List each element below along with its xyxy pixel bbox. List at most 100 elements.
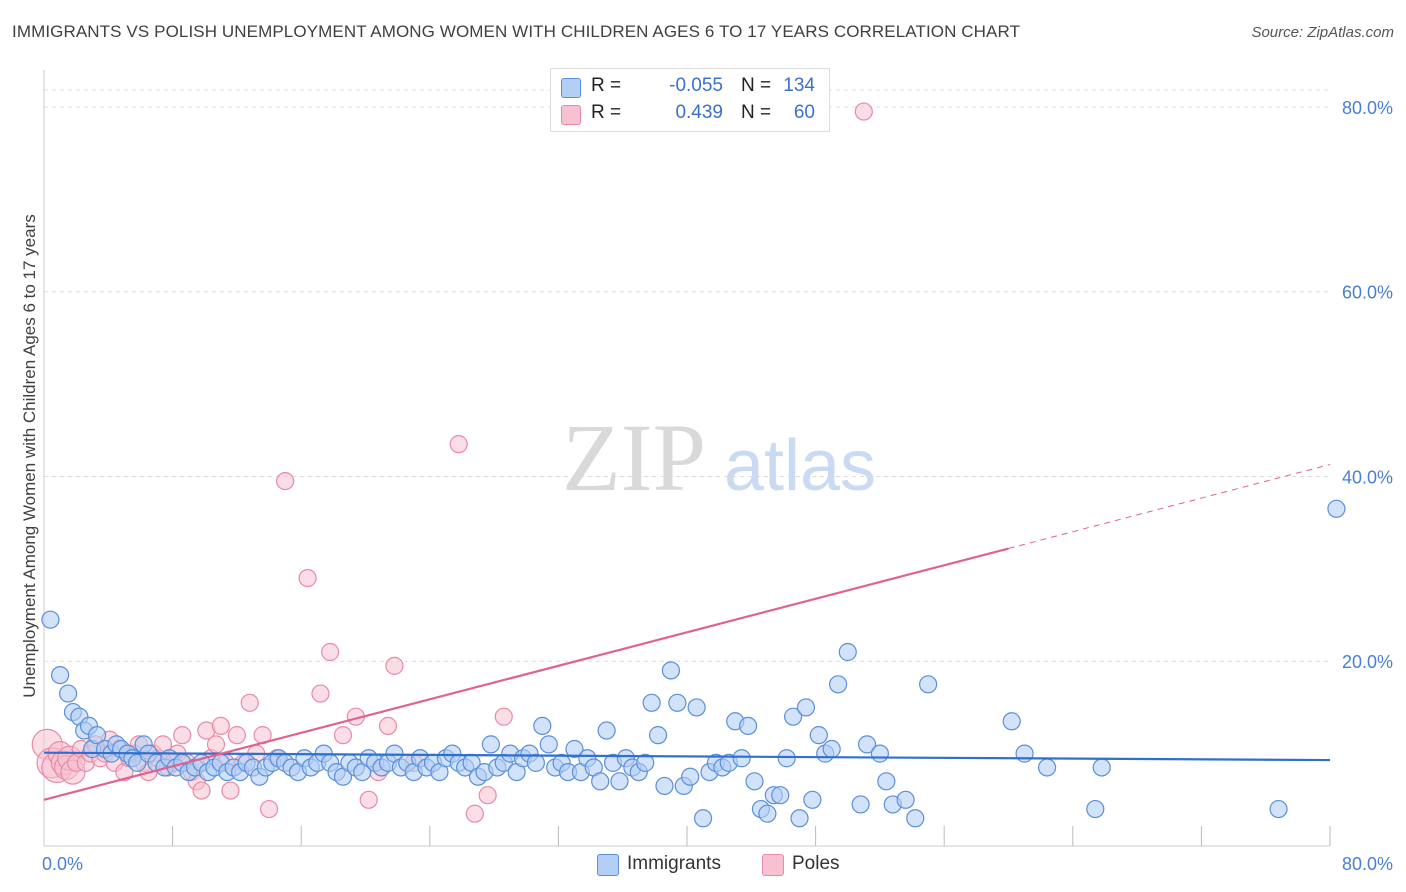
r-value: -0.055 (669, 75, 723, 96)
immigrants-point (838, 642, 857, 662)
immigrants-swatch (561, 78, 581, 98)
immigrants-point (906, 809, 925, 828)
poles-point (385, 656, 404, 675)
x-tick-label-max: 80.0% (1342, 854, 1393, 874)
poles-point (494, 707, 513, 726)
immigrants-point (783, 707, 803, 726)
trendlines (43, 463, 1331, 801)
stats-box: R = -0.055 N = 134 R = 0.439 N = 60 (550, 68, 830, 132)
watermark-zip: ZIP (562, 404, 706, 511)
immigrants-trendline (43, 751, 1331, 762)
immigrants-point (591, 772, 610, 791)
r-label: R = (591, 102, 622, 123)
poles-point (173, 726, 192, 745)
immigrants-point (758, 804, 777, 823)
n-label: N = (741, 75, 772, 96)
x-tick-label-min: 0.0% (42, 854, 83, 874)
immigrants-point (1269, 799, 1288, 819)
poles-point (298, 568, 317, 588)
immigrants-point (50, 665, 70, 685)
poles-point (259, 799, 279, 819)
immigrants-point (87, 726, 107, 745)
immigrants-point (857, 735, 877, 754)
immigrants-point (687, 698, 706, 717)
immigrants-point (851, 795, 870, 814)
immigrants-point (668, 693, 687, 712)
immigrants-point (822, 739, 841, 759)
immigrants-point (1092, 758, 1111, 777)
poles-point (465, 804, 484, 823)
immigrants-point (533, 716, 552, 736)
immigrants-legend-swatch (597, 854, 619, 876)
immigrants-point (803, 790, 822, 809)
immigrants-point (1002, 712, 1021, 731)
immigrants-point (809, 726, 828, 745)
poles-point (240, 693, 259, 712)
source-credit: Source: ZipAtlas.com (1251, 24, 1394, 41)
immigrants-point (41, 610, 60, 629)
immigrants-point (829, 675, 848, 694)
poles-trendline (43, 547, 1009, 801)
immigrants-point (610, 772, 629, 791)
n-value: 134 (783, 75, 815, 96)
poles-point (221, 781, 240, 800)
immigrants-point (661, 661, 681, 680)
immigrants-point (1015, 744, 1034, 763)
poles-point (227, 726, 246, 745)
poles-trendline-extension (1008, 463, 1331, 550)
immigrants-point (1037, 758, 1057, 777)
immigrants-point (597, 721, 616, 740)
immigrants-point (59, 684, 78, 703)
poles-point (311, 684, 330, 703)
watermark-atlas: atlas (724, 426, 876, 506)
immigrants-point (790, 809, 809, 828)
poles-point (276, 471, 295, 491)
poles-point (449, 435, 468, 454)
poles-point (192, 781, 211, 800)
poles-point (333, 726, 353, 745)
legend-label-immigrants: Immigrants (627, 853, 721, 874)
poles-point (359, 790, 378, 809)
poles-point (206, 735, 226, 754)
n-label: N = (741, 102, 772, 123)
poles-point (378, 716, 398, 736)
n-value: 60 (793, 102, 815, 123)
grid-lines (44, 89, 1330, 662)
immigrants-points (41, 499, 1346, 828)
y-tick-labels: 20.0% 40.0% 60.0% 80.0% (1342, 98, 1393, 672)
immigrants-point (777, 749, 796, 768)
immigrants-point (738, 716, 758, 736)
y-tick-label: 60.0% (1342, 283, 1393, 303)
immigrants-point (877, 772, 896, 791)
immigrants-point (732, 749, 751, 768)
immigrants-point (870, 744, 890, 763)
poles-point (321, 642, 340, 662)
immigrants-point (681, 767, 700, 786)
poles-legend-swatch (762, 854, 784, 876)
immigrants-point (796, 698, 816, 717)
immigrants-point (771, 786, 790, 805)
immigrants-point (1086, 799, 1105, 819)
immigrants-point (919, 675, 938, 694)
r-value: 0.439 (675, 102, 723, 123)
immigrants-point (565, 739, 584, 759)
y-tick-label: 40.0% (1342, 467, 1393, 487)
chart-title: IMMIGRANTS VS POLISH UNEMPLOYMENT AMONG … (12, 22, 1021, 41)
immigrants-point (539, 735, 558, 754)
poles-point (854, 102, 873, 121)
poles-point (478, 786, 497, 805)
immigrants-point (526, 753, 545, 772)
r-label: R = (591, 75, 622, 96)
legend: Immigrants Poles (0, 852, 1406, 878)
x-tick-labels: 0.0% 80.0% (42, 854, 1393, 874)
immigrants-point (896, 790, 915, 809)
poles-point (211, 716, 230, 736)
immigrants-point (693, 809, 713, 828)
immigrants-point (1327, 499, 1346, 518)
y-tick-label: 20.0% (1342, 652, 1393, 672)
immigrants-point (636, 753, 655, 772)
immigrants-point (655, 776, 674, 796)
y-tick-label: 80.0% (1342, 98, 1393, 118)
immigrants-point (648, 726, 668, 745)
